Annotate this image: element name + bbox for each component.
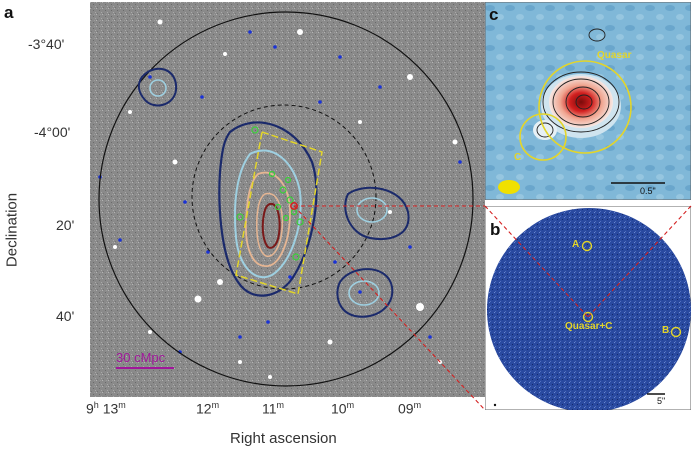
x-tick-3: 11m — [262, 400, 285, 417]
x-tick-5: 09m — [398, 400, 422, 417]
panel-c-scale-label: 0.5" — [640, 186, 656, 196]
x-axis-label: Right ascension — [230, 430, 337, 447]
survey-footprint-box — [235, 131, 323, 295]
outer-field-circle — [98, 11, 474, 387]
inner-dashed-circle — [191, 104, 377, 290]
panel-b-label-quasar-c: Quasar+C — [565, 321, 613, 332]
x-tick-4: 10m — [331, 400, 355, 417]
sky-image — [90, 2, 485, 397]
y-tick-2: -4°00' — [34, 124, 71, 140]
panel-b-scale-label: 5" — [657, 396, 666, 406]
y-tick-3: 20' — [56, 217, 75, 233]
panel-b-image — [485, 206, 691, 410]
panel-a-letter: a — [4, 3, 14, 22]
beam-ellipse — [498, 180, 520, 194]
x-tick-2: 12m — [196, 400, 220, 417]
x-tick-1: 9h 13m — [86, 400, 126, 417]
panel-c-letter: c — [489, 5, 499, 24]
y-axis-label: Declination — [3, 192, 21, 268]
y-tick-1: -3°40' — [28, 36, 65, 52]
panel-c-label-quasar: Quasar — [597, 50, 632, 61]
panel-b-label-b: B — [662, 325, 670, 336]
panel-a-scale-label: 30 cMpc — [116, 350, 166, 365]
panel-c-label-c: C — [514, 152, 522, 163]
y-tick-4: 40' — [56, 308, 75, 324]
y-axis-label-wrap: Declination — [2, 140, 22, 320]
panel-c-image — [485, 2, 691, 200]
panel-b-label-a: A — [572, 239, 580, 250]
panel-b-letter: b — [490, 220, 501, 239]
